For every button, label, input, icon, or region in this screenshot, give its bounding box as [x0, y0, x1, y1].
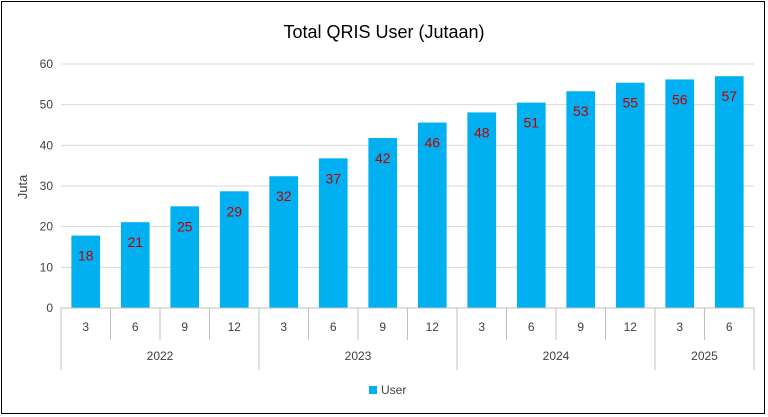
x-tick-label: 6 [528, 320, 535, 334]
data-label: 32 [276, 188, 292, 204]
bar [318, 158, 348, 308]
bars [71, 76, 744, 308]
x-tick-label: 3 [82, 320, 89, 334]
data-label: 18 [78, 248, 94, 264]
y-tick-label: 10 [40, 260, 54, 274]
y-tick-label: 60 [40, 57, 54, 71]
x-tick-label: 9 [181, 320, 188, 334]
x-group-label: 2025 [691, 349, 718, 363]
x-tick-label: 12 [228, 320, 242, 334]
data-label: 51 [523, 115, 539, 131]
x-group-label: 2022 [147, 349, 174, 363]
bar [219, 191, 249, 308]
x-group-label: 2023 [345, 349, 372, 363]
y-tick-label: 50 [40, 98, 54, 112]
data-label: 53 [573, 103, 589, 119]
data-label: 21 [127, 234, 143, 250]
data-label: 25 [177, 218, 193, 234]
bar [269, 176, 299, 308]
y-axis-label: Juta [15, 174, 30, 199]
x-tick-label: 12 [426, 320, 440, 334]
legend[interactable]: User [369, 383, 406, 397]
y-axis-ticks: 0 10 20 30 40 50 60 [40, 57, 54, 315]
grid-lines [61, 63, 754, 268]
bar [71, 235, 101, 308]
bar [516, 102, 546, 308]
bar [170, 206, 200, 308]
legend-label: User [381, 383, 406, 397]
x-tick-label: 12 [624, 320, 638, 334]
x-tick-label: 6 [330, 320, 337, 334]
x-tick-label: 3 [478, 320, 485, 334]
bar [120, 222, 150, 308]
bar [467, 112, 497, 308]
bar [566, 91, 596, 308]
data-label: 37 [325, 170, 341, 186]
y-tick-label: 40 [40, 138, 54, 152]
x-axis: 3 6 9 12 3 6 9 12 3 6 9 12 3 6 2022 2023 2024 2025 [60, 307, 755, 370]
legend-swatch [369, 386, 377, 394]
y-tick-label: 20 [40, 220, 54, 234]
x-tick-label: 6 [132, 320, 139, 334]
x-tick-label: 3 [676, 320, 683, 334]
x-tick-label: 6 [726, 320, 733, 334]
bar [417, 122, 447, 308]
bar [714, 76, 744, 308]
chart-title: Total QRIS User (Jutaan) [283, 22, 484, 42]
data-label: 46 [424, 135, 440, 151]
data-label: 57 [721, 88, 737, 104]
bar [615, 82, 645, 308]
bar [368, 138, 398, 308]
data-label: 48 [474, 124, 490, 140]
x-tick-label: 3 [280, 320, 287, 334]
data-label: 29 [226, 203, 242, 219]
bar [665, 79, 695, 308]
data-label: 42 [375, 150, 391, 166]
x-tick-label: 9 [577, 320, 584, 334]
x-group-label: 2024 [543, 349, 570, 363]
y-tick-label: 30 [40, 179, 54, 193]
y-tick-label: 0 [46, 301, 53, 315]
data-label: 55 [622, 95, 638, 111]
data-labels: 18 21 25 29 32 37 42 46 48 51 53 55 56 57 [78, 88, 737, 263]
data-label: 56 [672, 91, 688, 107]
x-tick-label: 9 [379, 320, 386, 334]
